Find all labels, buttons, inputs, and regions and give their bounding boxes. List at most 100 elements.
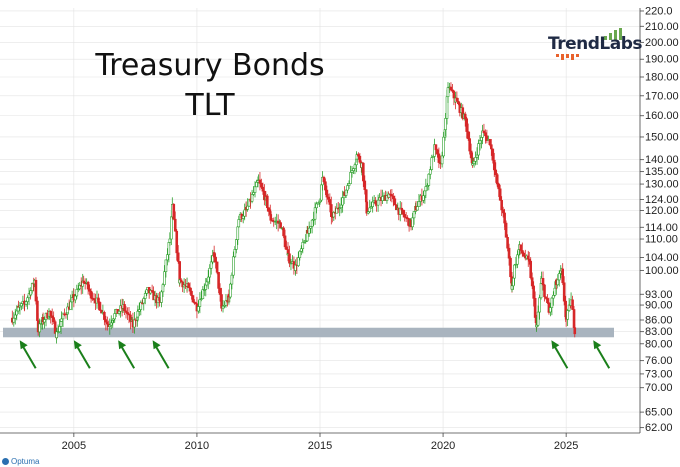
candle-body <box>422 195 425 201</box>
candle-body <box>97 299 100 303</box>
y-tick-label: 62.00 <box>645 422 673 434</box>
candle-body <box>510 285 514 290</box>
candle-body <box>481 130 484 138</box>
candle-body <box>328 199 332 205</box>
candle-body <box>471 163 474 166</box>
candle-body <box>190 290 193 296</box>
candle-body <box>59 321 63 327</box>
candle-body <box>294 264 297 271</box>
candle-body <box>56 331 60 333</box>
candle-body <box>562 282 566 302</box>
candle-body <box>289 262 293 265</box>
candle-body <box>78 285 82 290</box>
candle-body <box>312 218 315 221</box>
candle-body <box>416 206 419 211</box>
x-tick-label: 2005 <box>62 440 86 452</box>
candle-body <box>546 298 549 304</box>
y-tick-label: 140.00 <box>645 154 679 166</box>
support-arrow <box>552 343 569 369</box>
support-arrow-head <box>551 340 560 350</box>
candle-body <box>527 258 531 262</box>
candle-body <box>124 310 128 313</box>
y-tick-label: 90.00 <box>645 300 673 312</box>
candle-body <box>544 296 548 299</box>
candle-body <box>29 290 33 296</box>
source-credit: Optuma <box>2 457 39 466</box>
candle-body <box>401 209 405 215</box>
candle-body <box>376 199 380 206</box>
source-label: Optuma <box>11 457 40 466</box>
y-tick-label: 130.00 <box>645 179 679 191</box>
candle-body <box>212 252 216 258</box>
candle-body <box>412 211 416 219</box>
candle-body <box>75 289 79 297</box>
support-band-rect <box>3 327 614 338</box>
candle-body <box>258 179 262 184</box>
chart-title: Treasury Bonds <box>95 48 325 83</box>
x-axis-ticks: 2005 2010 2015 2020 2025 <box>62 433 578 452</box>
candle-body <box>53 321 57 334</box>
candle-body <box>468 138 471 152</box>
candle-body <box>492 159 496 171</box>
candle-body <box>206 276 210 283</box>
candle-body <box>530 277 534 287</box>
candle-body <box>543 284 546 298</box>
candle-body <box>92 298 96 301</box>
y-tick-label: 110.00 <box>645 234 678 246</box>
candle-body <box>288 253 291 264</box>
grid <box>0 8 640 433</box>
candle-body <box>82 280 85 284</box>
candle-body <box>449 86 453 91</box>
candle-body <box>247 198 251 207</box>
candle-body <box>428 169 432 175</box>
candle-body <box>322 176 326 183</box>
candle-body <box>307 227 311 234</box>
candle-body <box>187 283 190 288</box>
candle-body <box>549 307 552 313</box>
candle-body <box>52 317 55 322</box>
candle-body <box>430 157 434 170</box>
candle-body <box>223 304 226 307</box>
candle-body <box>366 211 370 214</box>
candle-body <box>163 271 166 285</box>
y-tick-label: 93.00 <box>645 289 673 301</box>
candle-body <box>521 250 524 254</box>
candle-body <box>339 204 343 209</box>
candle-body <box>327 196 330 200</box>
candle-body <box>297 257 300 266</box>
candle-body <box>20 303 23 307</box>
candle-body <box>519 244 523 251</box>
candle-body <box>193 301 196 304</box>
candle-body <box>529 260 533 279</box>
candle-body <box>217 272 220 289</box>
candle-body <box>318 199 322 203</box>
candle-body <box>381 196 384 201</box>
candle-body <box>191 295 195 303</box>
x-tick-label: 2025 <box>554 440 578 452</box>
candle-body <box>309 226 312 229</box>
candle-body <box>43 319 46 323</box>
candle-body <box>60 318 63 322</box>
candle-body <box>161 284 165 293</box>
candle-body <box>451 89 454 92</box>
candle-body <box>89 291 93 299</box>
candle-body <box>557 273 561 281</box>
candle-body <box>127 313 131 316</box>
candle-body <box>298 250 302 258</box>
candle-body <box>221 305 225 309</box>
support-arrow <box>74 343 91 369</box>
candle-body <box>446 87 450 98</box>
candle-body <box>501 209 505 214</box>
support-arrows <box>19 340 611 369</box>
candle-body <box>241 215 245 219</box>
candle-body <box>315 203 318 209</box>
support-arrow-head <box>73 340 82 350</box>
y-tick-label: 200.00 <box>645 37 679 49</box>
y-tick-label: 73.00 <box>645 368 673 380</box>
candle-body <box>30 282 34 291</box>
candle-body <box>385 195 389 201</box>
candle-body <box>139 302 143 310</box>
candle-body <box>495 180 499 185</box>
candle-body <box>491 148 495 161</box>
candle-body <box>166 254 169 261</box>
